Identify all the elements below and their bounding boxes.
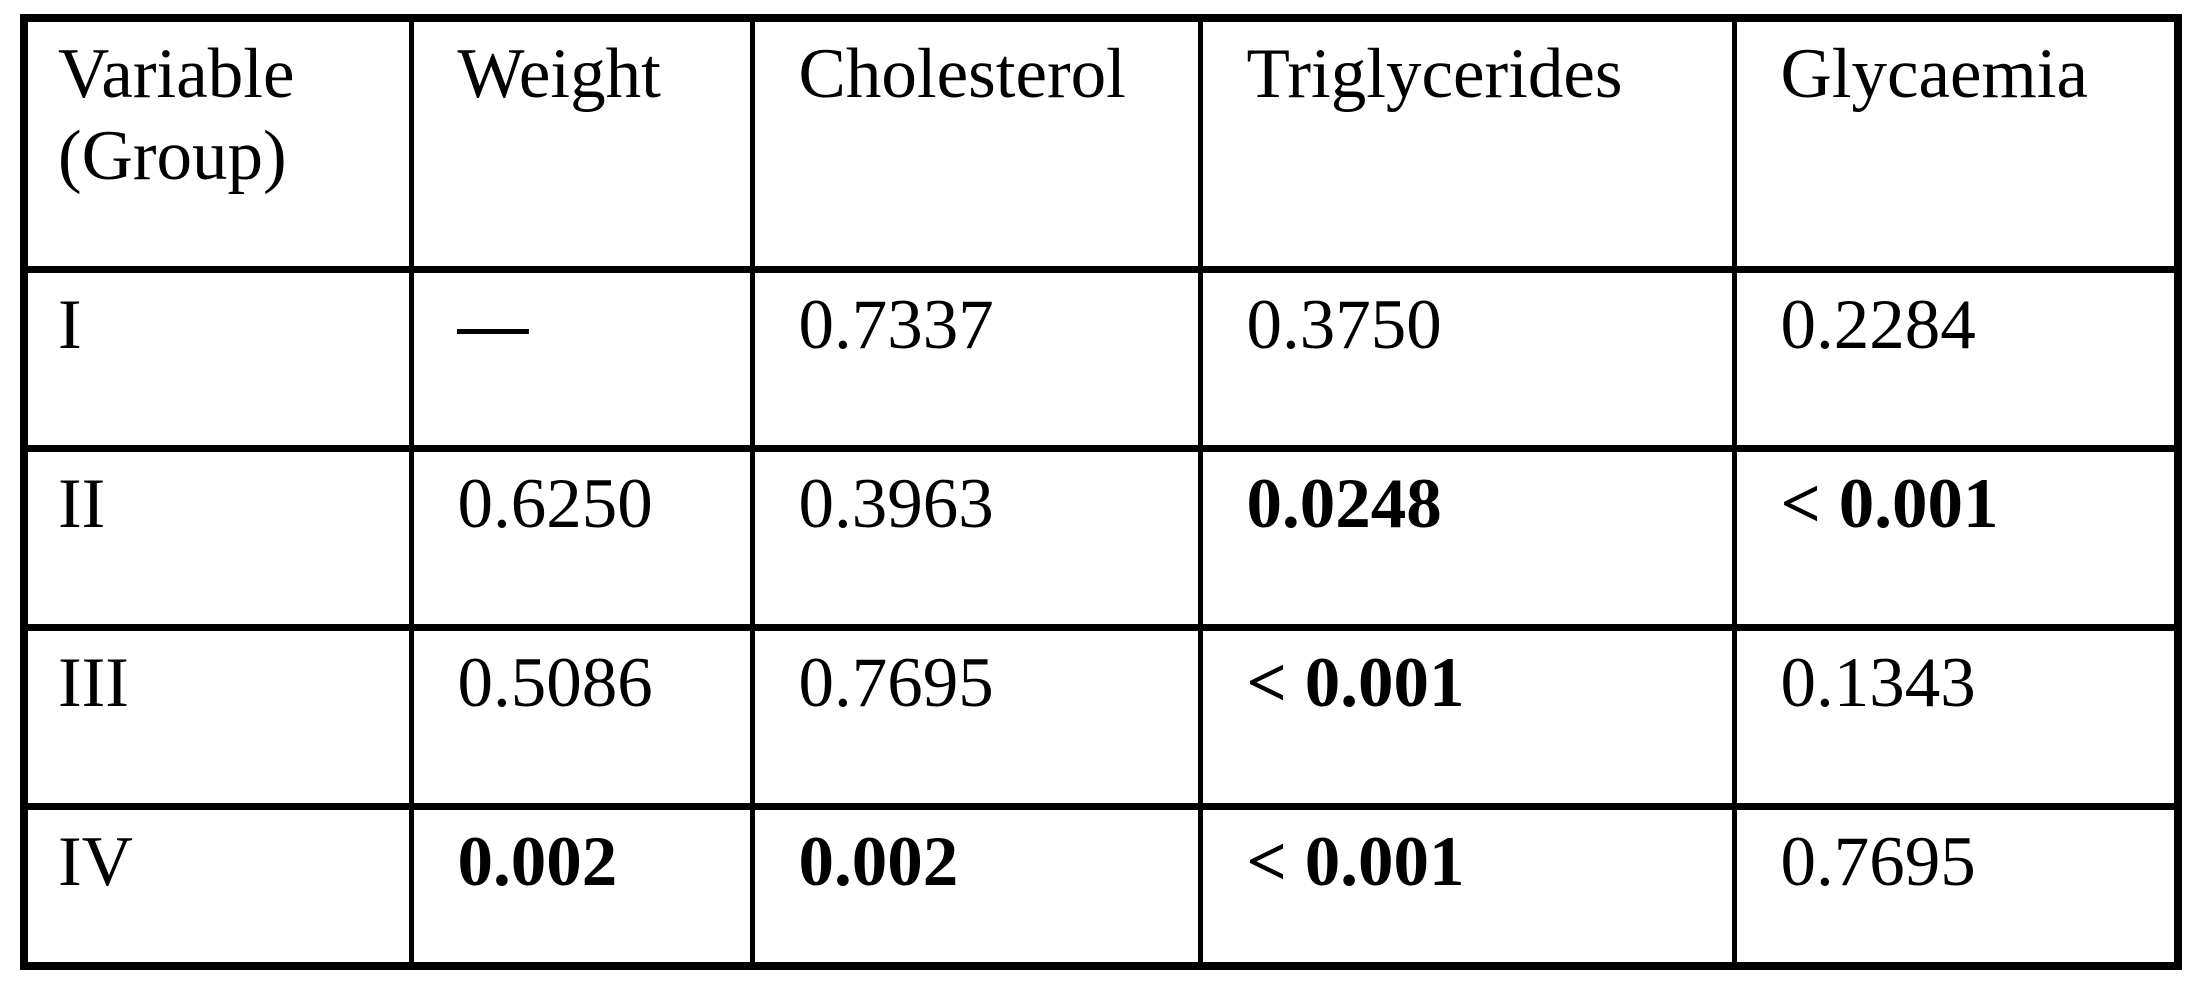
value-cell-glycaemia: 0.2284: [1731, 265, 2181, 452]
header-cell-cholesterol: Cholesterol: [749, 14, 1203, 273]
value-cell-cholesterol: 0.7695: [749, 623, 1203, 810]
pvalue-table: Variable (Group) Weight Cholesterol Trig…: [20, 14, 2182, 970]
value-cell-triglycerides: 0.0248: [1197, 444, 1737, 631]
value-cell-weight: 0.5086: [408, 623, 755, 810]
table-row-group-2: II 0.6250 0.3963 0.0248 < 0.001: [21, 444, 2181, 631]
value-cell-weight: 0.6250: [408, 444, 755, 631]
row-label: IV: [21, 802, 414, 970]
value-cell-cholesterol: 0.002: [749, 802, 1203, 970]
value-cell-triglycerides: < 0.001: [1197, 623, 1737, 810]
header-row: Variable (Group) Weight Cholesterol Trig…: [21, 14, 2181, 273]
value-cell-cholesterol: 0.3963: [749, 444, 1203, 631]
table-row-group-1: I — 0.7337 0.3750 0.2284: [21, 265, 2181, 452]
value-cell-triglycerides: < 0.001: [1197, 802, 1737, 970]
header-cell-weight: Weight: [408, 14, 755, 273]
header-cell-variable-group: Variable (Group): [21, 14, 414, 273]
value-cell-triglycerides: 0.3750: [1197, 265, 1737, 452]
value-cell-glycaemia: 0.1343: [1731, 623, 2181, 810]
header-cell-triglycerides: Triglycerides: [1197, 14, 1737, 273]
row-label: III: [21, 623, 414, 810]
table-row-group-3: III 0.5086 0.7695 < 0.001 0.1343: [21, 623, 2181, 810]
value-cell-weight: 0.002: [408, 802, 755, 970]
value-cell-cholesterol: 0.7337: [749, 265, 1203, 452]
value-cell-glycaemia: < 0.001: [1731, 444, 2181, 631]
row-label: I: [21, 265, 414, 452]
value-cell-glycaemia: 0.7695: [1731, 802, 2181, 970]
value-cell-weight: —: [408, 265, 755, 452]
row-label: II: [21, 444, 414, 631]
table-row-group-4: IV 0.002 0.002 < 0.001 0.7695: [21, 802, 2181, 970]
header-cell-glycaemia: Glycaemia: [1731, 14, 2181, 273]
